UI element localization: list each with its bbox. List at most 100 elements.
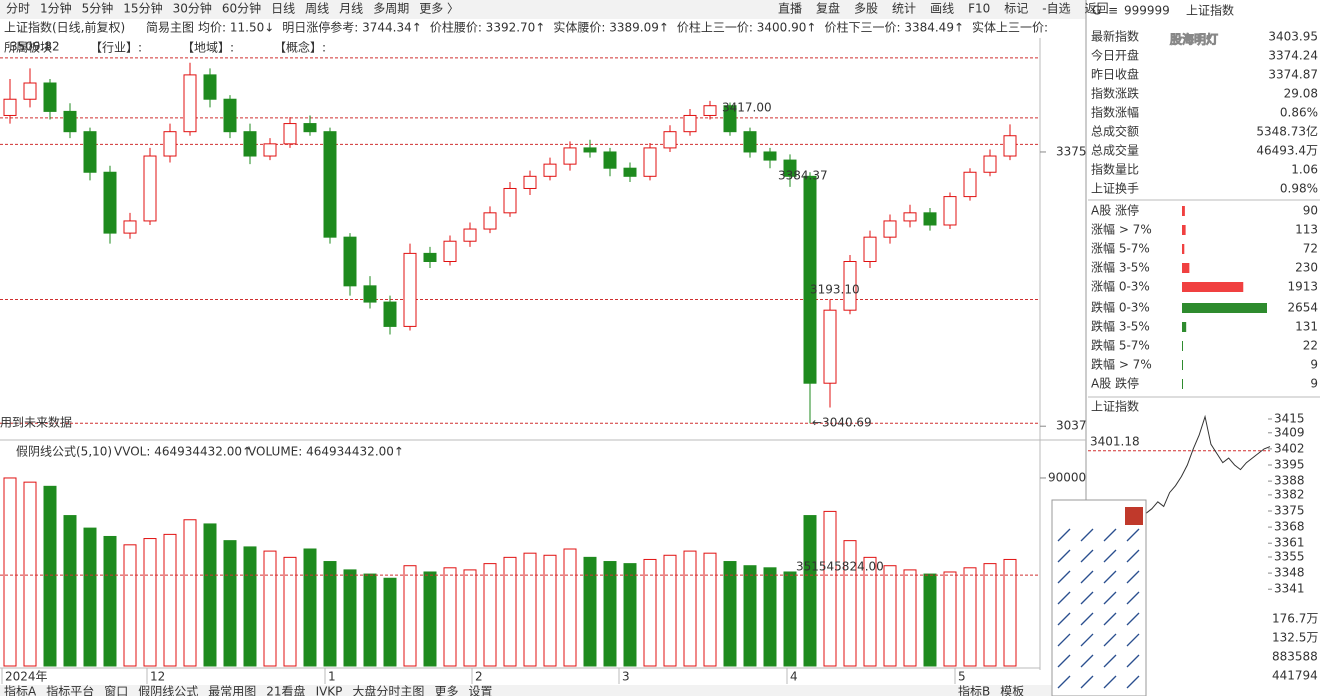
tool-icon[interactable] <box>1080 675 1094 689</box>
toolbar-button[interactable]: 多股 <box>854 2 878 16</box>
toolbar-button[interactable]: 周线 <box>305 2 329 16</box>
tool-icon[interactable] <box>1057 654 1071 668</box>
toolbar-button[interactable]: 复盘 <box>816 1 840 16</box>
candle-body <box>43 82 57 112</box>
tool-icon[interactable] <box>1126 654 1140 668</box>
dist-value: 9 <box>1310 358 1318 372</box>
tool-icon[interactable] <box>1103 528 1117 542</box>
tool-icon[interactable] <box>1057 633 1071 647</box>
sector-label: 【概念】: <box>274 40 326 55</box>
candle-body <box>523 175 537 189</box>
tool-icon[interactable] <box>1057 675 1071 689</box>
tool-icon[interactable] <box>1126 528 1140 542</box>
tool-icon[interactable] <box>1057 549 1071 563</box>
tab[interactable]: 指标A <box>4 684 37 696</box>
toolbar-button[interactable]: 返回 <box>1085 2 1109 16</box>
candle-body <box>23 82 37 100</box>
toolbar-button[interactable]: F10 <box>968 2 990 16</box>
tab[interactable]: 窗口 <box>104 685 128 696</box>
toolbar-button[interactable]: 60分钟 <box>222 1 261 16</box>
volume-bar <box>403 565 417 667</box>
tool-icon[interactable] <box>1103 612 1117 626</box>
tool-icon[interactable] <box>1080 549 1094 563</box>
tool-icon[interactable] <box>1080 570 1094 584</box>
toolbar-button[interactable]: 15分钟 <box>123 1 162 16</box>
tab[interactable]: 设置 <box>468 685 492 696</box>
tab[interactable]: 大盘分时主图 <box>352 684 424 696</box>
toolbar-button[interactable]: 月线 <box>339 2 363 16</box>
mode-label[interactable]: 简易主图 <box>146 21 194 35</box>
quote-value: 3374.87 <box>1268 68 1318 82</box>
volume-bar <box>23 481 37 667</box>
tab[interactable]: IVKP <box>316 685 343 696</box>
dist-value: 131 <box>1295 320 1318 334</box>
tool-icon[interactable] <box>1080 654 1094 668</box>
tool-icon[interactable] <box>1057 528 1071 542</box>
dist-label: A股 涨停 <box>1091 203 1139 218</box>
tool-icon[interactable] <box>1080 612 1094 626</box>
tool-icon[interactable] <box>1103 675 1117 689</box>
toolbar-button[interactable]: -自选 <box>1042 2 1070 16</box>
volume-bar <box>963 567 977 667</box>
candle-body <box>503 187 517 214</box>
volume-bar <box>683 550 697 667</box>
tool-icon[interactable] <box>1126 591 1140 605</box>
sector-label: 所属板块 <box>4 41 52 55</box>
tool-icon[interactable] <box>1080 633 1094 647</box>
tab[interactable]: 假阴线公式 <box>138 685 198 696</box>
y-tick-label: 3409 <box>1274 425 1305 439</box>
tool-icon[interactable] <box>1126 675 1140 689</box>
tool-icon[interactable] <box>1103 549 1117 563</box>
quote-label: 最新指数 <box>1091 29 1139 44</box>
x-tick-label: 4 <box>790 670 798 684</box>
toolbar-button[interactable]: 标记 <box>1004 2 1028 16</box>
tab[interactable]: 指标平台 <box>46 684 94 696</box>
palette <box>1051 499 1147 696</box>
volume-bar <box>3 477 17 667</box>
toolbar-button[interactable]: 画线 <box>930 2 954 16</box>
vol-tick-label: 132.5万 <box>1272 631 1318 645</box>
tool-icon[interactable] <box>1057 591 1071 605</box>
toolbar-button[interactable]: 分时 <box>6 2 30 16</box>
toolbar-button[interactable]: 直播 <box>778 2 802 16</box>
candle-body <box>703 105 717 116</box>
tab[interactable]: 更多 <box>434 685 458 696</box>
toolbar-button[interactable]: 更多 〉 <box>419 2 459 16</box>
tab[interactable]: 21看盘 <box>266 684 305 696</box>
candle-body <box>663 131 677 149</box>
price-annotation: 3509.82 <box>10 40 60 54</box>
close-button[interactable] <box>1125 507 1143 525</box>
toolbar-button[interactable]: 统计 <box>892 2 916 16</box>
y-tick-label: 3382 <box>1274 487 1305 501</box>
tool-icon[interactable] <box>1126 570 1140 584</box>
tab[interactable]: 指标B <box>958 684 990 696</box>
tool-icon[interactable] <box>1103 654 1117 668</box>
tool-icon[interactable] <box>1057 570 1071 584</box>
volume-bar <box>503 556 517 667</box>
tool-icon[interactable] <box>1126 612 1140 626</box>
tab[interactable]: 模板 <box>1000 685 1024 696</box>
tool-icon[interactable] <box>1057 612 1071 626</box>
candle-body <box>163 131 177 157</box>
candle-body <box>963 171 977 198</box>
toolbar-button[interactable]: 30分钟 <box>173 1 212 16</box>
quote-value: 3403.95 <box>1268 30 1318 44</box>
x-tick-label: 2 <box>475 670 483 684</box>
tool-icon[interactable] <box>1126 633 1140 647</box>
tool-icon[interactable] <box>1080 528 1094 542</box>
tool-icon[interactable] <box>1080 591 1094 605</box>
toolbar-button[interactable]: 1分钟 <box>40 1 72 16</box>
tool-icon[interactable] <box>1103 591 1117 605</box>
toolbar-button[interactable]: 日线 <box>271 2 295 16</box>
candle-body <box>103 171 117 234</box>
y-tick-label: 3415 <box>1274 412 1305 426</box>
tool-icon[interactable] <box>1103 570 1117 584</box>
toolbar-button[interactable]: 5分钟 <box>82 1 114 16</box>
dist-value: 113 <box>1295 223 1318 237</box>
tab[interactable]: 最常用图 <box>208 685 256 696</box>
toolbar-button[interactable]: 多周期 <box>373 2 409 16</box>
tool-icon[interactable] <box>1126 549 1140 563</box>
volume-bar <box>543 554 557 667</box>
tool-icon[interactable] <box>1103 633 1117 647</box>
volume-bar <box>843 540 857 667</box>
